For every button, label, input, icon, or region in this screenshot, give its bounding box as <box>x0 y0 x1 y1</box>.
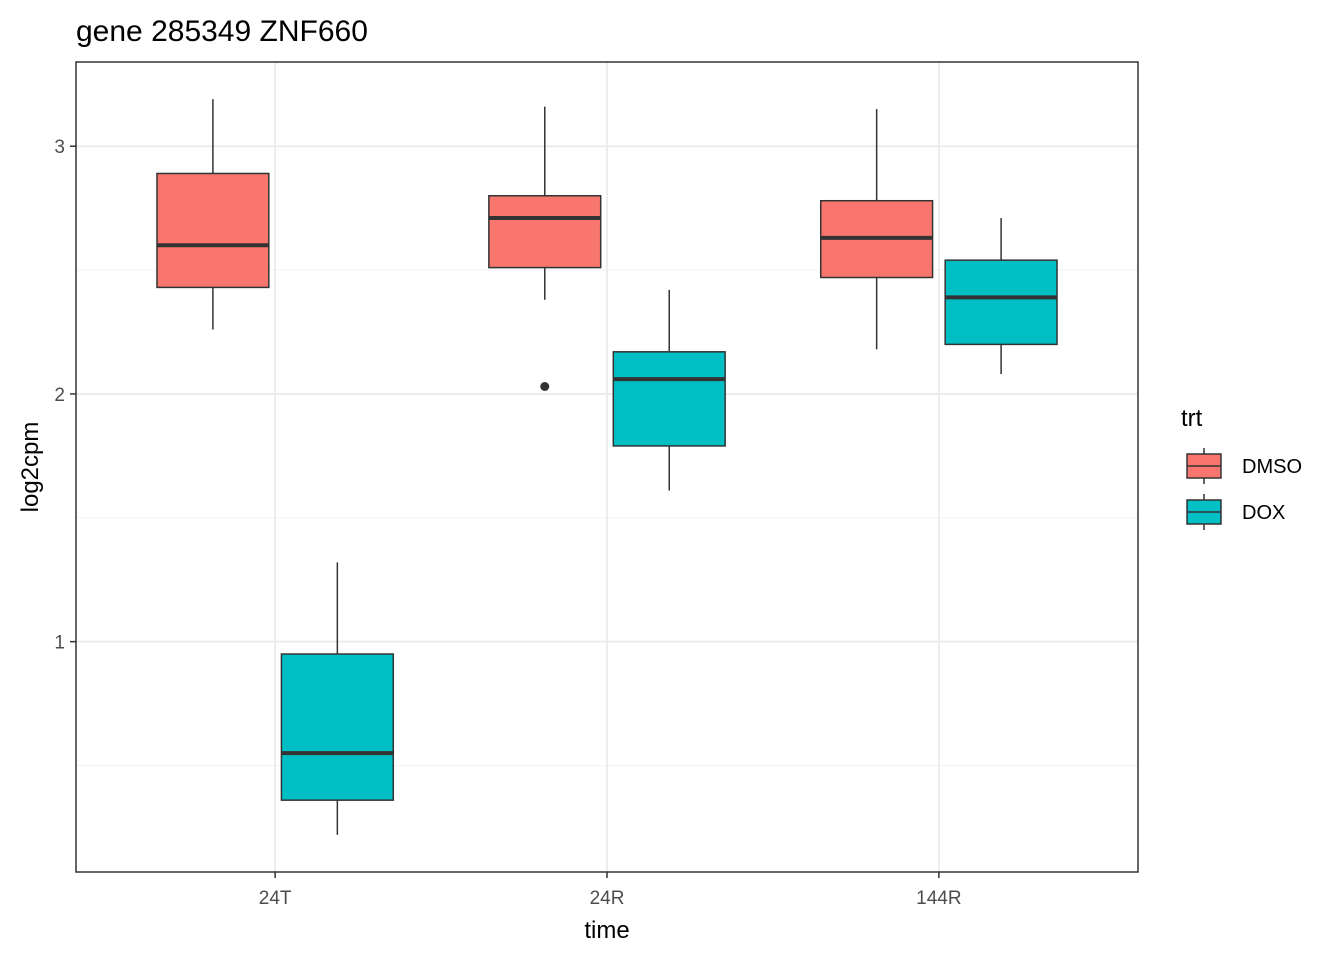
iqr-box <box>944 259 1058 346</box>
x-tick-label: 24R <box>590 888 625 909</box>
box-dox-144r <box>944 218 1058 375</box>
iqr-box <box>488 195 602 269</box>
y-axis-title: log2cpm <box>17 422 44 513</box>
iqr-box <box>280 653 395 801</box>
chart-title: gene 285349 ZNF660 <box>76 15 368 48</box>
box-dmso-144r <box>819 109 934 350</box>
y-axis: 1 2 3 <box>54 137 76 654</box>
iqr-box <box>156 172 270 289</box>
x-tick-label: 144R <box>916 888 961 909</box>
legend: trt DMSO DOX <box>1181 405 1302 530</box>
x-axis-title: time <box>584 917 629 944</box>
plot-panel <box>75 61 1139 873</box>
x-tick-label: 24T <box>259 888 292 909</box>
y-tick-label: 3 <box>54 137 65 158</box>
y-tick-label: 2 <box>54 385 65 406</box>
legend-title: trt <box>1181 405 1203 432</box>
legend-label: DOX <box>1242 502 1285 524</box>
outlier-point <box>540 381 550 391</box>
box-dox-24r <box>612 289 726 491</box>
legend-item-dmso: DMSO <box>1186 448 1302 484</box>
x-axis: 24T 24R 144R <box>259 872 962 909</box>
legend-label: DMSO <box>1242 456 1302 478</box>
y-tick-label: 1 <box>54 633 65 654</box>
box-dox-24t <box>280 562 395 835</box>
legend-item-dox: DOX <box>1186 494 1285 530</box>
box-series <box>156 99 1058 835</box>
iqr-box <box>612 351 726 447</box>
box-dmso-24r <box>488 106 602 391</box>
box-dmso-24t <box>156 99 270 330</box>
